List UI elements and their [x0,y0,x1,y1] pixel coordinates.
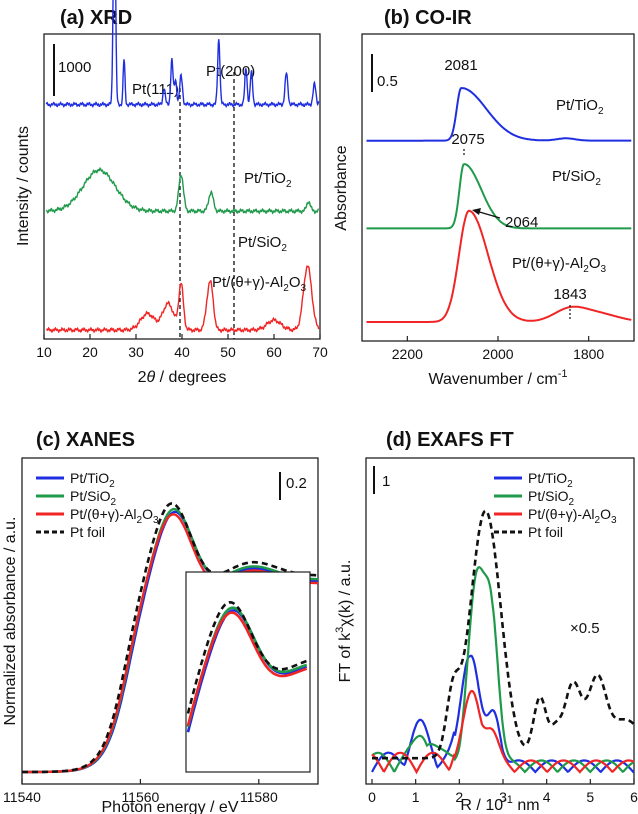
a-tick-label-20: 20 [82,344,98,360]
c-tick-label-11560: 11560 [121,789,159,805]
xanes-inset-curves [186,600,308,733]
panel-c-scale-label: 0.2 [286,475,307,492]
panel-c-xlabel: Photon energy / eV [102,799,239,814]
legend-label-d-tio2: Pt/TiO2 [528,470,573,490]
exafs-series-3 [372,509,635,760]
peak-2064-arrowhead [472,208,481,215]
a-tick-label-40: 40 [174,344,190,360]
panel-b-x-ticks: 2200 2000 1800 [392,336,604,362]
legend-label-d-al2o3: Pt/(θ+γ)-Al2O3 [528,506,617,526]
panel-d-xlabel: R / 10-1 nm [460,794,539,814]
panel-a-title: (a) XRD [60,7,132,29]
exafs-series-1 [371,566,635,774]
panel-c-title: (c) XANES [36,429,135,451]
b-tick-label-2000: 2000 [482,346,513,362]
panel-d-scale-label: 1 [382,473,390,490]
legend-label-c-sio2: Pt/SiO2 [70,488,116,508]
xanes-inset-series-2 [186,611,308,727]
legend-label-b-sio2: Pt/SiO2 [552,168,601,188]
a-tick-label-30: 30 [128,344,144,360]
panel-c-legend: Pt/TiO2 Pt/SiO2 Pt/(θ+γ)-Al2O3 Pt foil [36,470,159,540]
legend-label-c-foil: Pt foil [70,524,105,540]
panel-b-curves [366,86,632,323]
coir-series-0 [366,86,632,142]
peak-label-2075: 2075 [451,131,484,148]
panel-d-x-ticks: 0 1 2 3 4 5 6 [368,779,638,805]
panel-c-ylabel: Normalized absorbance / a.u. [2,517,19,726]
panel-b-ylabel: Absorbance [333,145,350,230]
d-tick-label-1: 1 [412,789,420,805]
panel-d-curves [371,509,635,775]
d-tick-label-3: 3 [499,789,507,805]
d-tick-label-6: 6 [630,789,638,805]
panel-d-title: (d) EXAFS FT [386,429,514,451]
panel-a-xlabel: 2θ / degrees [138,369,227,386]
panel-d-legend: Pt/TiO2 Pt/SiO2 Pt/(θ+γ)-Al2O3 Pt foil [494,470,617,540]
legend-label-d-sio2: Pt/SiO2 [528,488,574,508]
panel-c: (c) XANES 0.2 Pt/TiO2 Pt/SiO2 Pt/(θ+γ)-A… [2,429,319,814]
xrd-series-2 [46,265,320,334]
a-tick-label-70: 70 [312,344,328,360]
c-tick-label-11580: 11580 [240,789,278,805]
panel-b-title: (b) CO-IR [384,7,472,29]
panel-c-frame [21,457,319,785]
legend-label-d-foil: Pt foil [528,524,563,540]
panel-b: (b) CO-IR 0.5 2081 2075 2064 1843 Pt/TiO… [333,7,635,388]
panel-a: (a) XRD 1000 Pt(111) Pt(200) Pt/TiO2 Pt/… [15,0,328,386]
xrd-series-1 [45,166,320,215]
foil-scale-annotation: ×0.5 [570,620,600,637]
a-tick-label-10: 10 [36,344,52,360]
a-tick-label-60: 60 [266,344,282,360]
legend-label-c-al2o3: Pt/(θ+γ)-Al2O3 [70,506,159,526]
panel-c-x-ticks: 11540 11560 11580 [3,779,278,805]
legend-label-b-tio2: Pt/TiO2 [556,97,604,117]
d-tick-label-4: 4 [543,789,551,805]
legend-label-c-tio2: Pt/TiO2 [70,470,115,490]
pt200-label: Pt(200) [206,63,255,80]
legend-label-b-al2o3: Pt/(θ+γ)-Al2O3 [512,255,607,275]
xanes-inset-series-3 [186,600,308,714]
legend-label-a-al2o3: Pt/(θ+γ)-Al2O3 [212,274,307,294]
panel-a-curves [45,0,320,334]
coir-series-1 [366,163,632,230]
panel-d: (d) EXAFS FT 1 ×0.5 Pt/TiO2 Pt/SiO2 Pt/(… [334,429,638,814]
b-tick-label-2200: 2200 [392,346,423,362]
peak-label-2081: 2081 [444,57,477,74]
panel-a-ylabel: Intensity / counts [15,126,32,246]
panel-b-frame [361,33,635,342]
peak-label-1843: 1843 [553,286,586,303]
coir-series-2 [366,209,632,323]
pt111-label: Pt(111) [132,81,179,98]
xrd-series-0 [45,0,320,108]
c-tick-label-11540: 11540 [3,789,41,805]
panel-d-ylabel: FT of k3χ(k) / a.u. [334,560,354,683]
d-tick-label-0: 0 [368,789,376,805]
legend-label-a-sio2: Pt/SiO2 [238,234,287,254]
d-tick-label-2: 2 [455,789,463,805]
peak-2064-arrow [475,210,501,219]
d-tick-label-5: 5 [586,789,594,805]
panel-b-xlabel: Wavenumber / cm-1 [429,368,568,388]
a-tick-label-50: 50 [220,344,236,360]
panel-b-scale-label: 0.5 [377,73,398,90]
peak-label-2064: 2064 [505,214,538,231]
panel-a-scale-label: 1000 [58,59,91,76]
panel-d-frame [365,457,635,785]
xanes-series-3 [22,502,318,774]
panel-a-x-ticks: 10 20 30 40 50 60 70 [36,334,328,360]
legend-label-a-tio2: Pt/TiO2 [244,170,292,190]
exafs-series-2 [371,689,635,775]
b-tick-label-1800: 1800 [573,346,604,362]
